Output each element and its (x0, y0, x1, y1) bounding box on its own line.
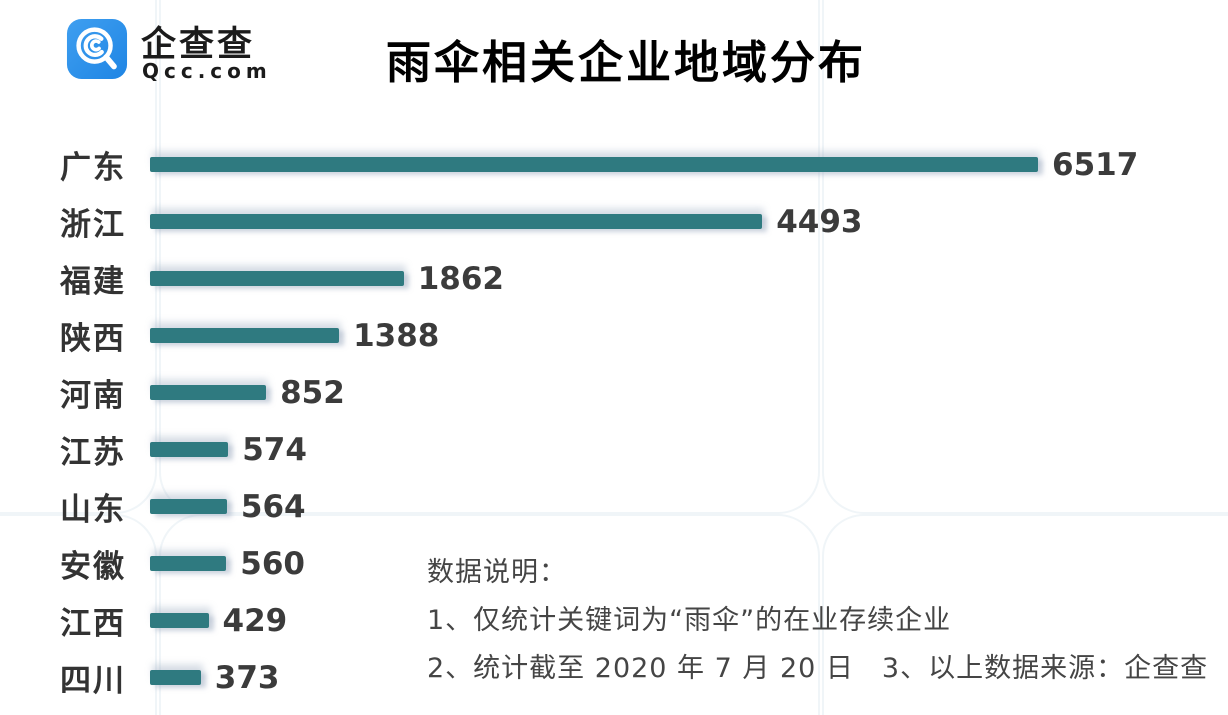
brand-name: 企查查 (141, 25, 256, 65)
bar-value: 560 (240, 545, 306, 582)
chart-row: 四川 373 (60, 649, 1138, 706)
bar-value: 1388 (353, 317, 440, 354)
data-notes: 数据说明： 1、仅统计关键词为“雨伞”的在业存续企业 2、统计截至 2020 年… (427, 556, 1208, 700)
bar-label: 福建 (60, 264, 126, 300)
chart-row: 江苏 574 (60, 421, 1138, 478)
bar-label: 江苏 (60, 435, 126, 471)
bar (150, 442, 229, 457)
notes-heading: 数据说明： (427, 557, 567, 588)
chart-row: 广东 6517 (60, 136, 1138, 193)
brand-domain: Qcc.com (142, 59, 272, 83)
bar-value: 6517 (1052, 146, 1139, 183)
bar (150, 613, 209, 628)
bar-label: 安徽 (60, 549, 126, 585)
chart-row: 河南 852 (60, 364, 1138, 421)
note-line-2: 2、统计截至 2020 年 7 月 20 日 3、以上数据来源：企查查 (427, 652, 1208, 686)
bar (150, 385, 267, 400)
bar-label: 浙江 (60, 207, 126, 243)
bar-label: 江西 (60, 606, 126, 642)
bar-value: 574 (242, 431, 307, 468)
bar-label: 河南 (60, 378, 126, 414)
chart-row: 浙江 4493 (60, 193, 1138, 250)
bar-value: 373 (214, 659, 280, 696)
note-line-1: 1、仅统计关键词为“雨伞”的在业存续企业 (427, 605, 952, 636)
chart-row: 江西 429 (60, 592, 1138, 649)
chart-row: 安徽 560 (60, 535, 1138, 592)
bar (150, 271, 404, 286)
chart-row: 山东 564 (60, 478, 1138, 535)
bar (150, 214, 763, 229)
qcc-logo-icon (66, 18, 128, 80)
note-line-2a: 2、统计截至 2020 年 7 月 20 日 (427, 653, 854, 684)
bar (150, 670, 201, 685)
bar (150, 157, 1038, 172)
bar-label: 陕西 (60, 321, 126, 357)
bar-label: 四川 (60, 663, 126, 699)
chart-row: 福建 1862 (60, 250, 1138, 307)
bar (150, 556, 227, 571)
bar (150, 499, 227, 514)
bar (150, 328, 340, 343)
bar-chart: 广东 6517 浙江 4493 福建 1862 陕西 1388 河南 852 江苏 574 山东 564 安… (60, 136, 1138, 706)
page-title: 雨伞相关企业地域分布 (385, 36, 867, 89)
chart-row: 陕西 1388 (60, 307, 1138, 364)
bar-value: 1862 (417, 260, 504, 297)
note-line-2b: 3、以上数据来源：企查查 (881, 653, 1209, 684)
bar-label: 广东 (60, 150, 126, 186)
bar-value: 564 (240, 488, 306, 525)
bar-value: 852 (280, 374, 345, 411)
bar-value: 4493 (776, 203, 863, 240)
bar-value: 429 (222, 602, 288, 639)
bar-label: 山东 (60, 492, 126, 528)
